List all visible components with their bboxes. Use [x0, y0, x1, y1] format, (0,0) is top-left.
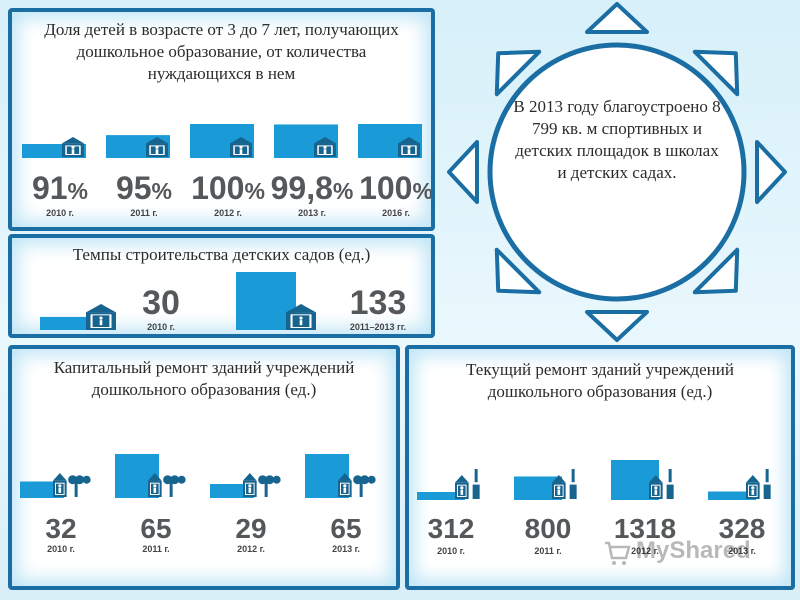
chart-current-repair: 312 2010 г. 800 2011 г. 1318 2012 г. 328 2013 г…	[417, 460, 771, 556]
value-label: 800	[525, 513, 572, 544]
category-label: 2011 г.	[534, 546, 561, 556]
value-label: 100%	[191, 170, 265, 206]
category-label: 2016 г.	[382, 208, 410, 218]
sun-ray	[447, 140, 479, 204]
category-label: 2010 г.	[437, 546, 465, 556]
kindergarten-icon	[398, 137, 420, 157]
kindergarten-with-paintbrush-icon	[455, 469, 480, 499]
value-label: 32	[45, 513, 76, 544]
category-label: 2012 г.	[631, 546, 659, 556]
kindergarten-icon	[62, 137, 84, 157]
sun-circle	[487, 42, 747, 302]
category-label: 2012 г.	[237, 544, 265, 554]
sun-text: В 2013 году благоустроено 8 799 кв. м сп…	[513, 97, 721, 182]
panel-title: Доля детей в возрасте от 3 до 7 лет, пол…	[44, 20, 399, 83]
value-label: 1318	[614, 513, 676, 544]
category-label: 2010 г.	[147, 322, 175, 332]
panel-title: Темпы строительства детских садов (ед.)	[72, 245, 371, 264]
category-label: 2011 г.	[142, 544, 169, 554]
category-label: 2013 г.	[298, 208, 326, 218]
bar	[417, 492, 465, 500]
value-label: 91%	[32, 170, 88, 206]
kindergarten-icon	[314, 137, 336, 157]
kindergarten-icon	[230, 137, 252, 157]
value-label: 29	[235, 513, 266, 544]
sun-ray	[494, 49, 542, 97]
sun-ray	[692, 247, 740, 295]
value-label: 30	[142, 284, 180, 322]
value-label: 312	[428, 513, 475, 544]
value-label: 65	[330, 513, 361, 544]
sun-ray	[585, 2, 649, 34]
category-label: 2011–2013 гг.	[350, 322, 406, 332]
panel-preschool-share: Доля детей в возрасте от 3 до 7 лет, пол…	[8, 8, 435, 231]
bar	[708, 491, 756, 500]
category-label: 2012 г.	[214, 208, 242, 218]
sun-ray	[755, 140, 787, 204]
value-label: 99,8%	[271, 170, 354, 206]
kindergarten-icon	[286, 304, 316, 330]
category-label: 2011 г.	[130, 208, 157, 218]
sun-ray	[692, 49, 740, 97]
panel-construction: Темпы строительства детских садов (ед.) …	[8, 234, 435, 338]
kindergarten-with-trees-icon	[243, 473, 281, 497]
bar	[514, 476, 562, 500]
value-label: 95%	[116, 170, 172, 206]
kindergarten-with-trees-icon	[53, 473, 91, 497]
category-label: 2010 г.	[47, 544, 75, 554]
category-label: 2010 г.	[46, 208, 74, 218]
value-label: 133	[350, 284, 407, 322]
panel-current-repair: Текущий ремонт зданий учреждений дошколь…	[405, 345, 795, 590]
watermark-text: MyShared	[636, 537, 751, 564]
kindergarten-with-paintbrush-icon	[746, 469, 771, 499]
chart-preschool-share: 91% 2010 г. 95% 2011 г. 100% 2012 г. 99,8% 2013…	[22, 124, 431, 218]
kindergarten-icon	[146, 137, 168, 157]
value-label: 328	[719, 513, 766, 544]
panel-title: Капитальный ремонт зданий учреждений дош…	[53, 358, 355, 399]
sun-rays	[447, 2, 787, 342]
category-label: 2013 г.	[728, 546, 756, 556]
kindergarten-with-trees-icon	[338, 473, 376, 497]
kindergarten-with-paintbrush-icon	[649, 469, 674, 499]
cart-icon	[605, 541, 631, 565]
panel-title: Текущий ремонт зданий учреждений дошколь…	[466, 360, 734, 401]
value-label: 100%	[359, 170, 431, 206]
panel-capital-repair: Капитальный ремонт зданий учреждений дош…	[8, 345, 400, 590]
value-label: 65	[140, 513, 171, 544]
sun-ray	[494, 247, 542, 295]
category-label: 2013 г.	[332, 544, 360, 554]
kindergarten-with-paintbrush-icon	[552, 469, 577, 499]
kindergarten-icon	[86, 304, 116, 330]
kindergarten-with-trees-icon	[148, 473, 186, 497]
bar	[40, 316, 100, 330]
sun-ray	[585, 310, 649, 342]
